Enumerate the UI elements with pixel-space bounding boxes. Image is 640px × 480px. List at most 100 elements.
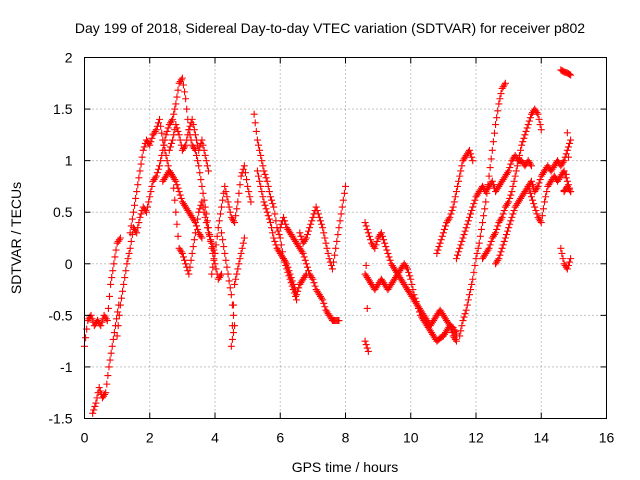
data-point-marker	[107, 349, 115, 357]
data-point-marker	[381, 239, 389, 247]
data-point-marker	[484, 246, 492, 254]
data-point-marker	[487, 155, 495, 163]
data-point-marker	[494, 222, 502, 230]
data-point-marker	[505, 198, 513, 206]
data-point-marker	[518, 141, 526, 149]
data-point-marker	[229, 301, 237, 309]
data-point-marker	[186, 122, 194, 130]
data-point-marker	[361, 337, 369, 345]
data-point-marker	[152, 126, 160, 134]
data-point-marker	[500, 81, 508, 89]
data-point-marker	[252, 127, 260, 135]
data-point-marker	[536, 121, 544, 129]
data-point-marker	[216, 210, 224, 218]
data-point-marker	[224, 270, 232, 278]
data-point-marker	[153, 169, 161, 177]
x-tick-label: 10	[403, 430, 419, 446]
data-point-marker	[172, 208, 180, 216]
data-point-marker	[282, 220, 290, 228]
data-point-marker	[445, 215, 453, 223]
data-point-marker	[265, 188, 273, 196]
data-point-marker	[363, 344, 371, 352]
data-point-marker	[181, 256, 189, 264]
data-point-marker	[384, 249, 392, 257]
data-point-marker	[178, 249, 186, 257]
data-point-marker	[234, 198, 242, 206]
data-point-marker	[104, 304, 112, 312]
data-point-marker	[435, 243, 443, 251]
data-point-marker	[227, 291, 235, 299]
data-point-marker	[448, 206, 456, 214]
data-point-marker	[214, 224, 222, 232]
data-point-marker	[465, 213, 473, 221]
data-point-marker	[257, 182, 265, 190]
data-point-marker	[218, 229, 226, 237]
y-tick-label: -1	[60, 359, 73, 375]
data-point-marker	[302, 260, 310, 268]
data-point-marker	[438, 232, 446, 240]
data-point-marker	[223, 193, 231, 201]
data-point-marker	[185, 270, 193, 278]
data-point-marker	[386, 256, 394, 264]
data-point-marker	[169, 136, 177, 144]
data-point-marker	[535, 179, 543, 187]
data-point-marker	[563, 129, 571, 137]
data-point-marker	[212, 265, 220, 273]
data-point-marker	[266, 193, 274, 201]
data-point-marker	[176, 191, 184, 199]
data-point-marker	[494, 256, 502, 264]
data-point-marker	[174, 127, 182, 135]
data-point-marker	[96, 387, 104, 395]
data-point-marker	[505, 167, 513, 175]
data-point-marker	[382, 243, 390, 251]
data-point-marker	[201, 213, 209, 221]
data-point-marker	[318, 294, 326, 302]
data-point-marker	[174, 232, 182, 240]
data-point-marker	[536, 176, 544, 184]
data-point-marker	[312, 203, 320, 211]
data-point-marker	[164, 162, 172, 170]
data-point-marker	[240, 162, 248, 170]
data-point-marker	[300, 253, 308, 261]
data-point-marker	[378, 232, 386, 240]
data-point-marker	[272, 217, 280, 225]
data-point-marker	[332, 244, 340, 252]
data-point-marker	[232, 275, 240, 283]
data-point-marker	[557, 244, 565, 252]
data-point-marker	[406, 272, 414, 280]
data-point-marker	[316, 217, 324, 225]
data-point-marker	[363, 304, 371, 312]
data-point-marker	[194, 215, 202, 223]
data-point-marker	[240, 234, 248, 242]
data-point-marker	[189, 243, 197, 251]
series-sat-f	[165, 115, 212, 175]
data-point-marker	[525, 117, 533, 125]
x-tick-label: 0	[81, 430, 89, 446]
data-point-marker	[459, 234, 467, 242]
data-point-marker	[198, 136, 206, 144]
data-point-marker	[437, 236, 445, 244]
data-point-marker	[182, 95, 190, 103]
data-point-marker	[92, 399, 100, 407]
data-point-marker	[173, 181, 181, 189]
data-point-marker	[455, 177, 463, 185]
data-point-marker	[308, 217, 316, 225]
data-point-marker	[456, 172, 464, 180]
data-point-marker	[367, 236, 375, 244]
data-point-marker	[490, 129, 498, 137]
data-point-marker	[154, 165, 162, 173]
data-point-marker	[271, 237, 279, 245]
data-point-marker	[456, 244, 464, 252]
series-sat-q	[456, 79, 509, 340]
data-point-marker	[182, 260, 190, 268]
data-point-marker	[207, 236, 215, 244]
data-point-marker	[163, 127, 171, 135]
data-point-marker	[321, 234, 329, 242]
data-point-marker	[563, 146, 571, 154]
data-point-marker	[226, 284, 234, 292]
data-point-marker	[567, 136, 575, 144]
data-point-marker	[177, 76, 185, 84]
data-point-marker	[237, 172, 245, 180]
data-point-marker	[452, 337, 460, 345]
data-point-marker	[112, 246, 120, 254]
